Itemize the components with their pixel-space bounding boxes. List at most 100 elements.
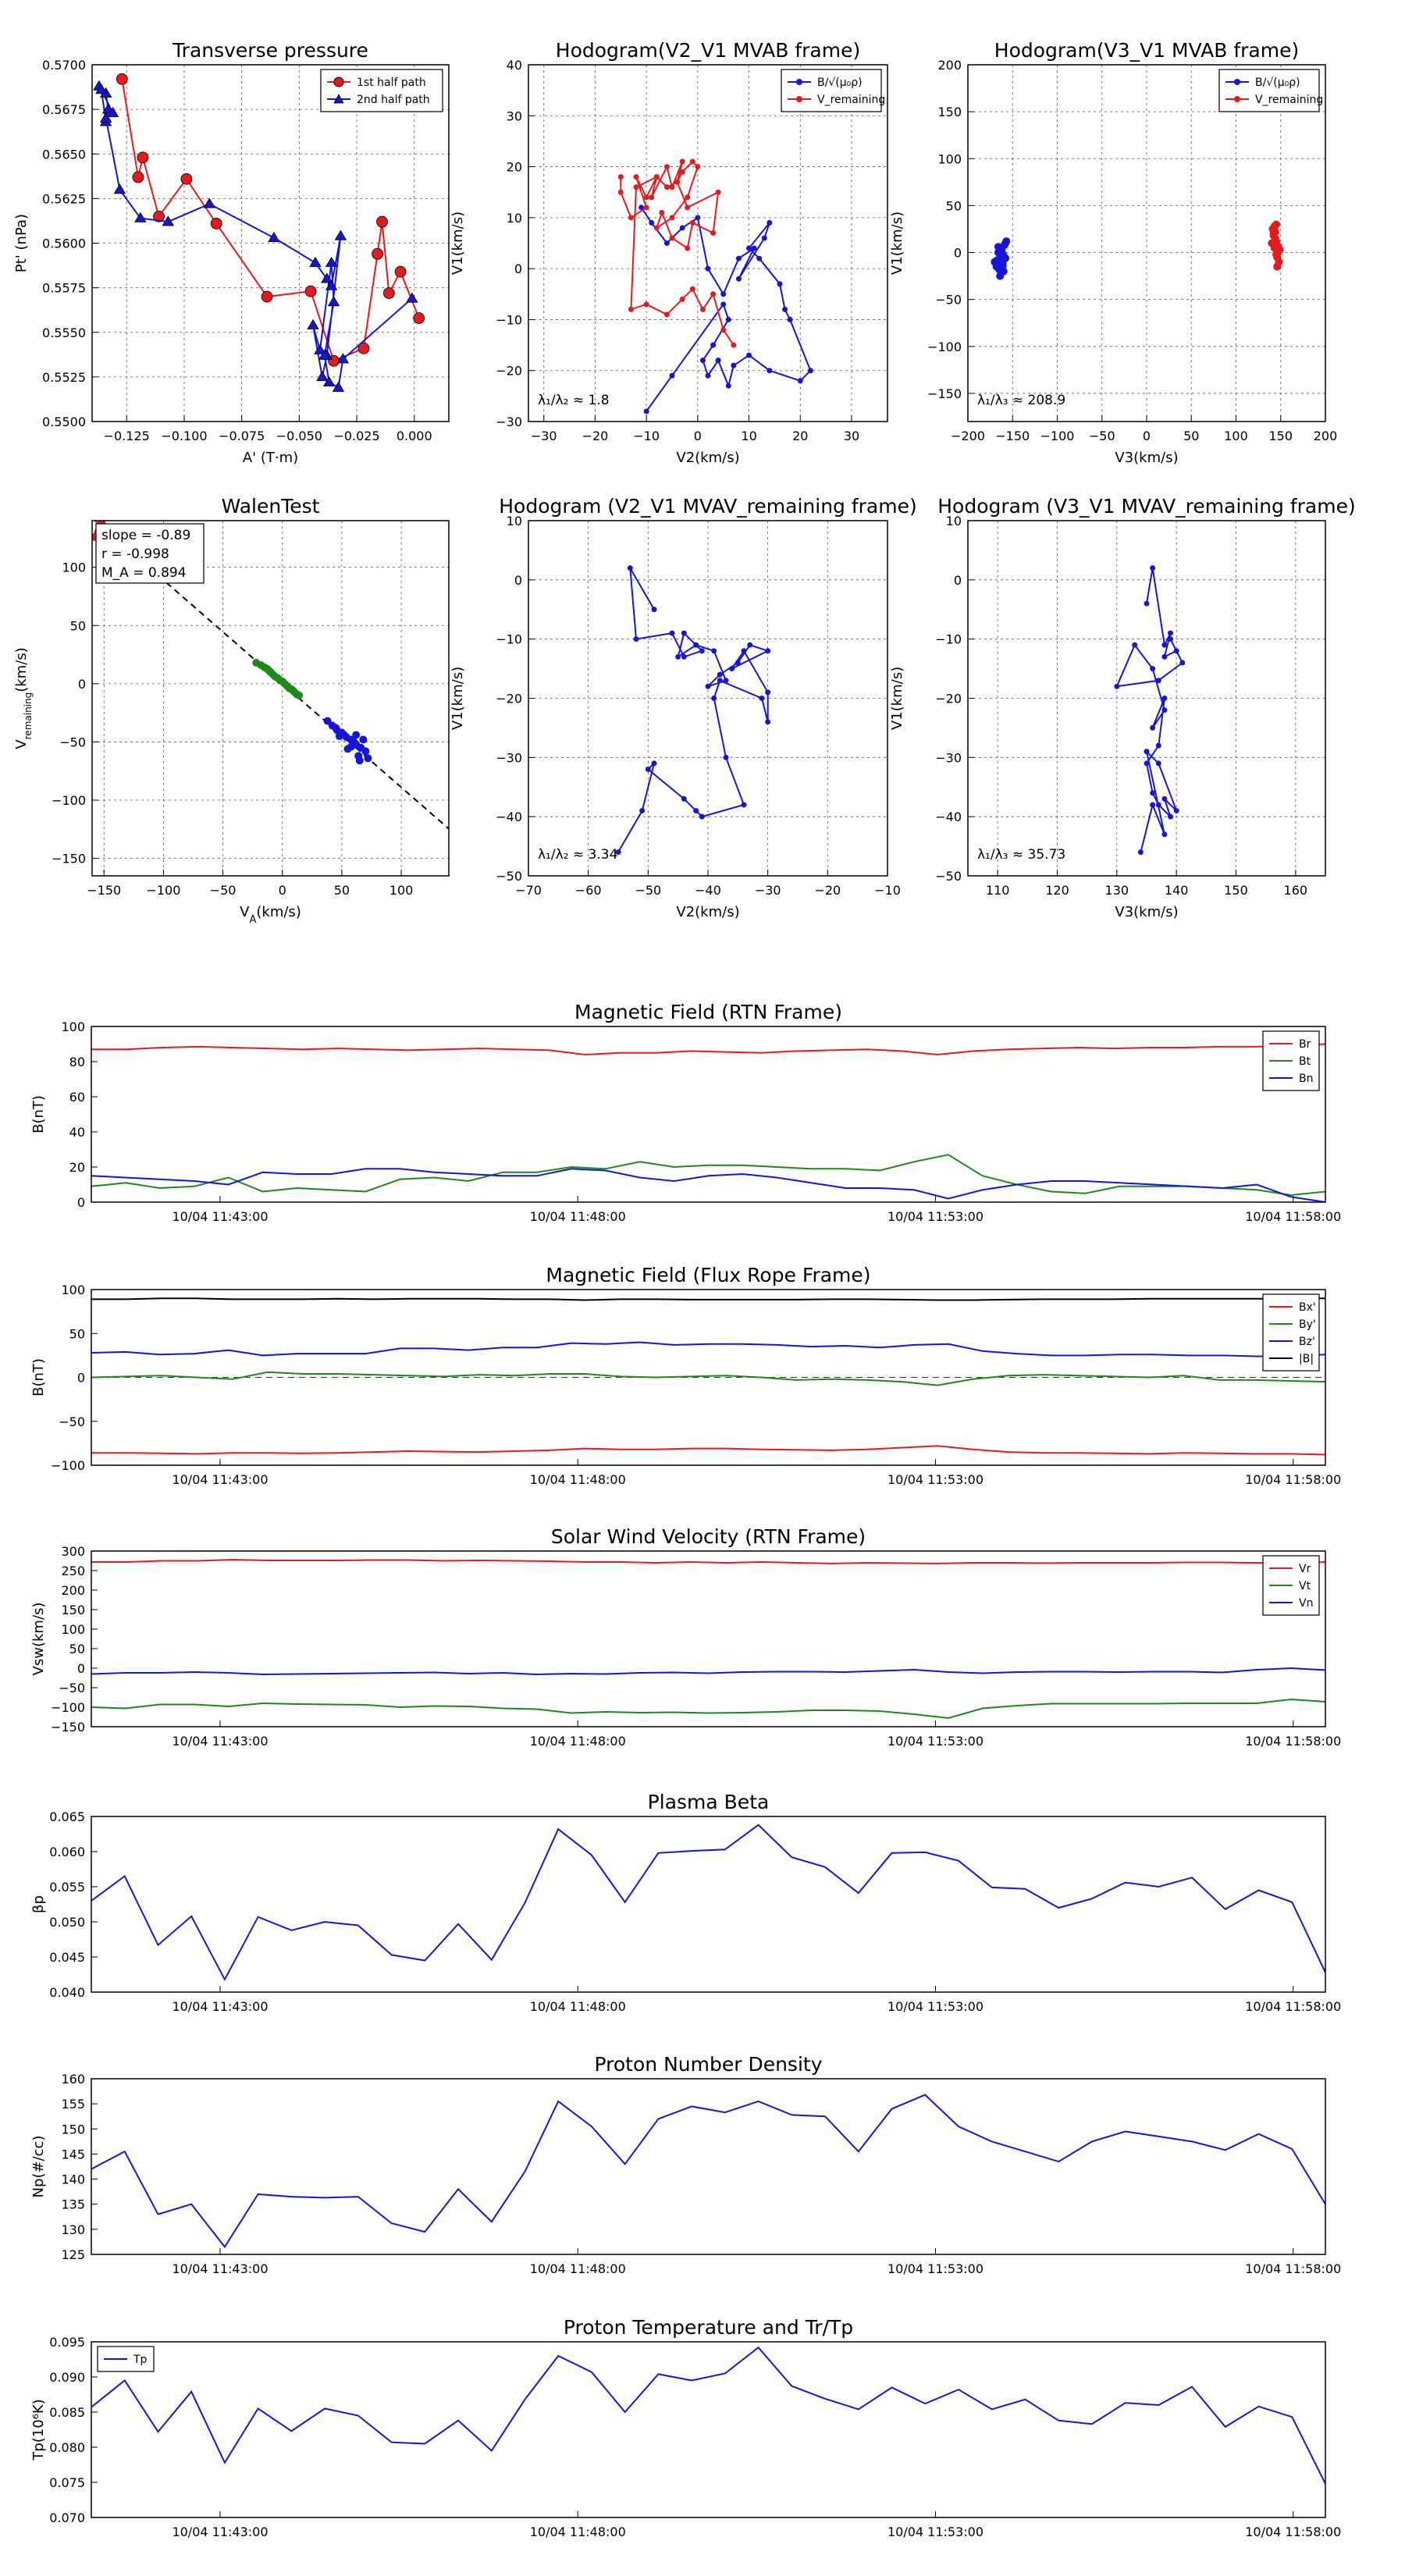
data-point — [633, 184, 639, 190]
x-tick-label: 200 — [1314, 429, 1338, 443]
annotation-line: M_A = 0.894 — [101, 565, 187, 581]
plot-area — [615, 565, 771, 856]
x-tick-label: 10/04 11:58:00 — [1245, 1734, 1341, 1749]
data-point — [663, 240, 670, 246]
data-point — [617, 189, 624, 195]
y-tick-label: −10 — [935, 632, 962, 647]
data-point — [679, 169, 685, 175]
data-point — [645, 767, 651, 772]
data-point-triangle — [322, 375, 336, 387]
series-line-vn — [91, 1667, 1325, 1676]
data-point — [653, 174, 660, 180]
x-tick-label: 160 — [1284, 883, 1308, 898]
plot-frame — [91, 1026, 1326, 1203]
x-tick-label: −50 — [210, 883, 237, 898]
chart-title: WalenTest — [222, 495, 320, 518]
legend-marker — [796, 96, 802, 102]
y-tick-label: 0.5650 — [42, 147, 86, 162]
data-point — [751, 245, 757, 251]
x-tick-label: −20 — [582, 429, 609, 443]
data-point — [1179, 660, 1186, 666]
y-tick-label: 0.060 — [49, 1845, 85, 1859]
legend-frame — [320, 69, 443, 112]
y-tick-label: 50 — [946, 198, 962, 213]
y-tick-label: −30 — [496, 415, 522, 429]
y-tick-label: 150 — [937, 105, 962, 119]
y-tick-label: 0.5500 — [42, 415, 86, 429]
data-point — [710, 229, 717, 236]
y-axis-label: Vsw(km/s) — [30, 1603, 47, 1676]
data-point — [693, 642, 699, 648]
plot-area — [91, 1043, 1325, 1202]
data-point-triangle — [318, 349, 331, 360]
data-point — [675, 653, 681, 660]
y-tick-label: 0.085 — [49, 2405, 85, 2420]
data-point — [653, 225, 660, 231]
x-tick-label: −50 — [1089, 429, 1115, 443]
y-tick-label: 160 — [61, 2072, 85, 2087]
y-tick-label: 100 — [937, 151, 962, 166]
x-tick-label: 20 — [792, 429, 808, 443]
y-tick-label: 40 — [69, 1125, 85, 1140]
data-point — [725, 382, 731, 389]
legend-entry: Tp — [133, 2354, 148, 2366]
x-axis-label: V2(km/s) — [676, 904, 739, 920]
data-point — [765, 648, 771, 654]
y-tick-label: 0.5625 — [42, 191, 86, 206]
data-point-circle — [180, 173, 193, 185]
x-tick-label: 10/04 11:48:00 — [530, 1999, 626, 2014]
data-point — [735, 255, 742, 262]
y-tick-label: 100 — [61, 1622, 85, 1637]
data-point — [1155, 760, 1161, 767]
data-point — [679, 158, 685, 165]
data-point — [699, 306, 706, 312]
data-point — [1273, 262, 1282, 271]
data-point — [767, 219, 773, 226]
chart-title: Plasma Beta — [648, 1791, 770, 1813]
y-tick-label: −50 — [935, 869, 962, 884]
legend-entry: Bz' — [1299, 1336, 1315, 1348]
data-point — [1173, 808, 1179, 814]
legend-entry: B/√(μ₀ρ) — [1255, 76, 1300, 89]
x-tick-label: 100 — [1224, 429, 1248, 443]
data-point — [720, 301, 727, 308]
data-point — [717, 678, 723, 684]
data-point — [761, 235, 767, 241]
y-tick-label: 0 — [514, 573, 522, 588]
data-point — [711, 696, 717, 701]
plot-area — [617, 158, 813, 415]
data-point — [720, 291, 727, 297]
y-tick-label: 0.5550 — [42, 326, 86, 340]
legend-frame — [1218, 69, 1320, 112]
x-tick-label: −10 — [633, 429, 660, 443]
data-point — [615, 849, 621, 856]
data-point — [1114, 683, 1120, 689]
plot-frame — [528, 64, 888, 422]
x-tick-label: −10 — [874, 883, 901, 898]
x-tick-label: −150 — [87, 883, 121, 898]
data-point — [638, 205, 645, 211]
data-point — [1161, 707, 1168, 713]
data-point — [674, 179, 681, 185]
y-tick-label: −20 — [496, 692, 522, 706]
data-point-triangle — [334, 229, 347, 240]
data-point — [347, 742, 356, 751]
data-point — [720, 326, 727, 333]
legend-entry: Vr — [1299, 1563, 1311, 1575]
annotation-line: slope = -0.89 — [101, 528, 190, 543]
data-point — [735, 660, 741, 666]
walen-annotation-box: slope = -0.89 r = -0.998 M_A = 0.894 — [95, 523, 205, 584]
data-point-triangle — [95, 84, 108, 94]
data-point — [651, 760, 657, 767]
data-point — [723, 754, 729, 760]
x-tick-label: 10/04 11:53:00 — [887, 2261, 984, 2276]
chart-title: Transverse pressure — [172, 39, 368, 62]
y-tick-label: 0 — [954, 573, 962, 588]
series-line-bt — [91, 1154, 1325, 1197]
data-point — [1144, 600, 1150, 607]
data-point — [1001, 254, 1010, 262]
data-point — [1155, 802, 1161, 808]
data-point-triangle — [406, 292, 418, 303]
y-axis-label: V1(km/s) — [450, 667, 466, 730]
